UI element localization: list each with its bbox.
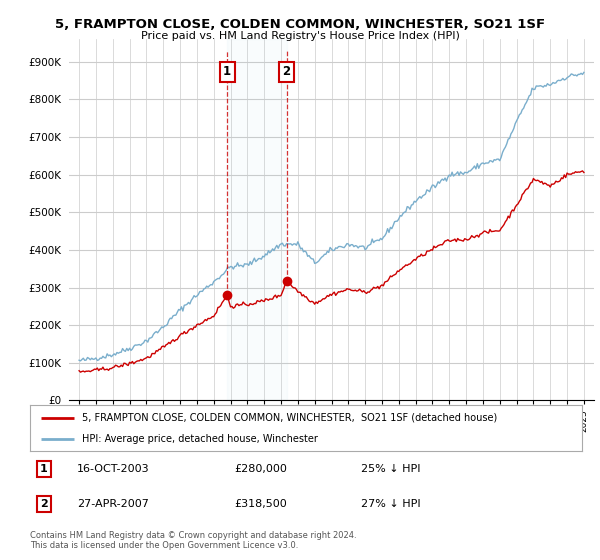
- Text: £280,000: £280,000: [234, 464, 287, 474]
- Text: 1: 1: [223, 65, 231, 78]
- Text: 5, FRAMPTON CLOSE, COLDEN COMMON, WINCHESTER,  SO21 1SF (detached house): 5, FRAMPTON CLOSE, COLDEN COMMON, WINCHE…: [82, 413, 497, 423]
- Text: Price paid vs. HM Land Registry's House Price Index (HPI): Price paid vs. HM Land Registry's House …: [140, 31, 460, 41]
- Text: Contains HM Land Registry data © Crown copyright and database right 2024.
This d: Contains HM Land Registry data © Crown c…: [30, 531, 356, 550]
- Text: 27-APR-2007: 27-APR-2007: [77, 499, 149, 509]
- Text: 25% ↓ HPI: 25% ↓ HPI: [361, 464, 421, 474]
- Text: 2: 2: [283, 65, 290, 78]
- Text: 1: 1: [40, 464, 47, 474]
- Text: 2: 2: [40, 499, 47, 509]
- Bar: [227, 39, 287, 400]
- Text: 27% ↓ HPI: 27% ↓ HPI: [361, 499, 421, 509]
- Text: HPI: Average price, detached house, Winchester: HPI: Average price, detached house, Winc…: [82, 435, 319, 444]
- Text: £318,500: £318,500: [234, 499, 287, 509]
- Text: 5, FRAMPTON CLOSE, COLDEN COMMON, WINCHESTER, SO21 1SF: 5, FRAMPTON CLOSE, COLDEN COMMON, WINCHE…: [55, 18, 545, 31]
- Text: 16-OCT-2003: 16-OCT-2003: [77, 464, 149, 474]
